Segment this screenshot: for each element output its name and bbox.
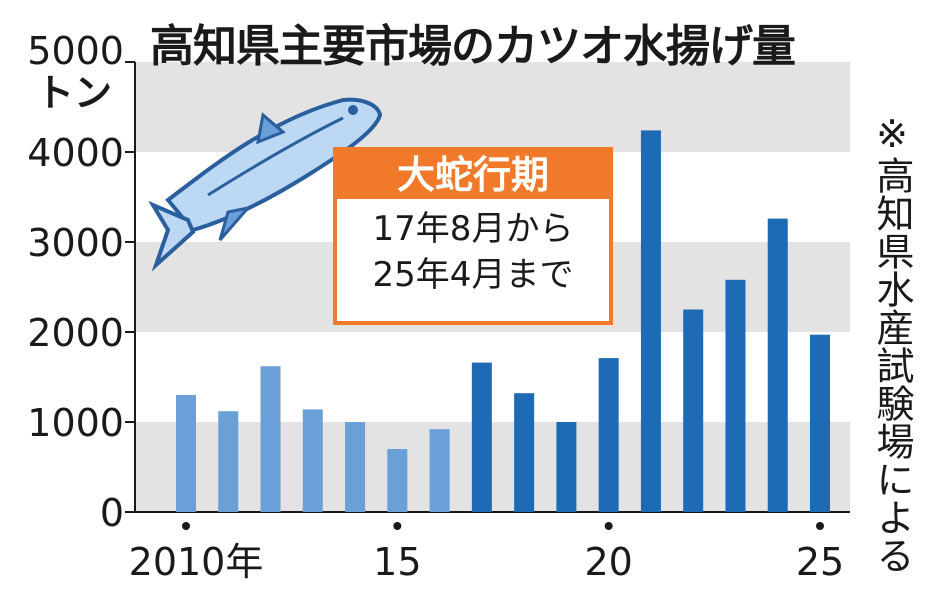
- x-tick-label: 2010年: [129, 540, 264, 584]
- bar-2016: [429, 429, 450, 512]
- y-tick-label: 1000: [27, 401, 124, 445]
- bar-2021: [640, 130, 661, 512]
- source-note: ※高知県水産試験場による: [870, 112, 914, 574]
- y-tick-label: 2000: [27, 311, 124, 355]
- bar-2015: [387, 449, 408, 512]
- y-tick-label: 3000: [27, 221, 124, 265]
- y-axis-unit: トン: [36, 71, 112, 115]
- bar-2022: [683, 309, 704, 512]
- bar-2013: [302, 409, 323, 512]
- chart-title: 高知県主要市場のカツオ水揚げ量: [150, 21, 796, 72]
- x-tick-label: 25: [796, 540, 844, 584]
- x-tick-dot: [816, 522, 824, 530]
- y-tick-label: 5000: [27, 29, 124, 73]
- y-tick-label: 4000: [27, 131, 124, 175]
- bar-2011: [218, 411, 239, 512]
- bar-2023: [725, 279, 746, 512]
- y-tick-label: 0: [100, 491, 124, 535]
- bar-2014: [345, 422, 366, 512]
- bonito-fish-icon: [148, 97, 383, 272]
- meander-period-box: 大蛇行期 17年8月から 25年4月まで: [333, 147, 613, 325]
- bar-2010: [176, 395, 196, 512]
- bar-2020: [598, 358, 619, 512]
- meander-period-start: 17年8月から: [372, 209, 574, 249]
- x-tick-dot: [393, 522, 402, 530]
- meander-period-title: 大蛇行期: [337, 151, 609, 199]
- x-tick-label: 15: [373, 540, 421, 584]
- bar-2017: [471, 362, 492, 512]
- bar-2024: [767, 218, 788, 512]
- bar-2025: [810, 334, 830, 512]
- x-tick-dot: [182, 522, 190, 530]
- x-tick-dot: [604, 522, 613, 530]
- meander-period-end: 25年4月まで: [372, 255, 574, 295]
- bar-2019: [556, 422, 577, 512]
- bar-2012: [260, 366, 281, 512]
- x-tick-labels: 2010年 15 20 25: [129, 522, 844, 584]
- bars: [176, 130, 830, 512]
- bar-2018: [514, 393, 535, 512]
- x-tick-label: 20: [584, 540, 632, 584]
